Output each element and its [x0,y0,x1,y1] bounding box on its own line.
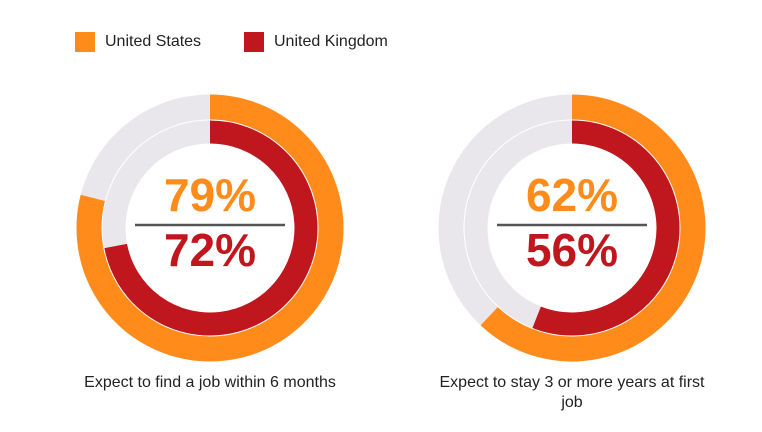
legend-label: United Kingdom [274,33,388,50]
percent-label: 72% [164,224,256,276]
percent-label: 56% [526,224,618,276]
percent-label: 62% [526,169,618,221]
ring-arc [76,94,344,362]
legend-swatch [75,32,95,52]
ring-arc [480,94,706,362]
caption: Expect to find a job within 6 months [84,374,336,391]
ring-arc [104,120,318,336]
ring-arc [532,120,680,336]
legend-label: United States [105,33,201,50]
legend-swatch [244,32,264,52]
percent-label: 79% [164,169,256,221]
caption: Expect to stay 3 or more years at first … [439,374,705,411]
